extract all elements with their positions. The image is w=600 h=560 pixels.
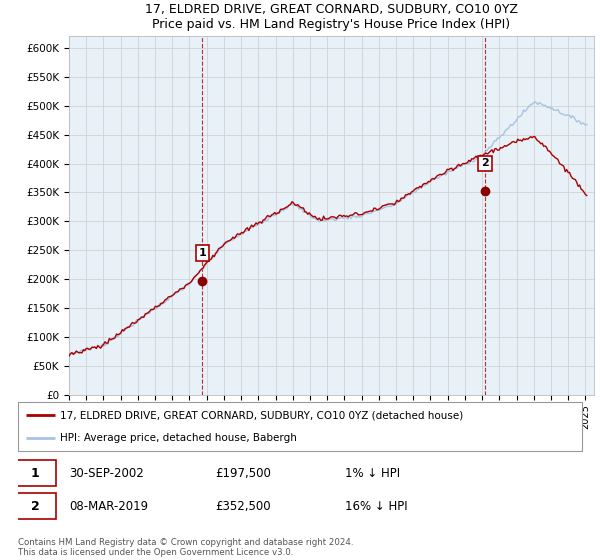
FancyBboxPatch shape [14,493,56,519]
Text: 08-MAR-2019: 08-MAR-2019 [69,500,148,512]
Text: 16% ↓ HPI: 16% ↓ HPI [345,500,408,512]
Text: 1: 1 [199,248,206,258]
Text: 17, ELDRED DRIVE, GREAT CORNARD, SUDBURY, CO10 0YZ (detached house): 17, ELDRED DRIVE, GREAT CORNARD, SUDBURY… [60,410,464,421]
Title: 17, ELDRED DRIVE, GREAT CORNARD, SUDBURY, CO10 0YZ
Price paid vs. HM Land Regist: 17, ELDRED DRIVE, GREAT CORNARD, SUDBURY… [145,3,518,31]
Text: HPI: Average price, detached house, Babergh: HPI: Average price, detached house, Babe… [60,433,297,444]
Text: 1: 1 [31,466,39,479]
Text: 1% ↓ HPI: 1% ↓ HPI [345,466,400,479]
FancyBboxPatch shape [18,402,582,451]
Text: £197,500: £197,500 [215,466,271,479]
Text: £352,500: £352,500 [215,500,271,512]
FancyBboxPatch shape [14,460,56,486]
Text: 30-SEP-2002: 30-SEP-2002 [69,466,143,479]
Text: 2: 2 [481,158,489,169]
Text: 2: 2 [31,500,39,512]
Text: Contains HM Land Registry data © Crown copyright and database right 2024.
This d: Contains HM Land Registry data © Crown c… [18,538,353,557]
